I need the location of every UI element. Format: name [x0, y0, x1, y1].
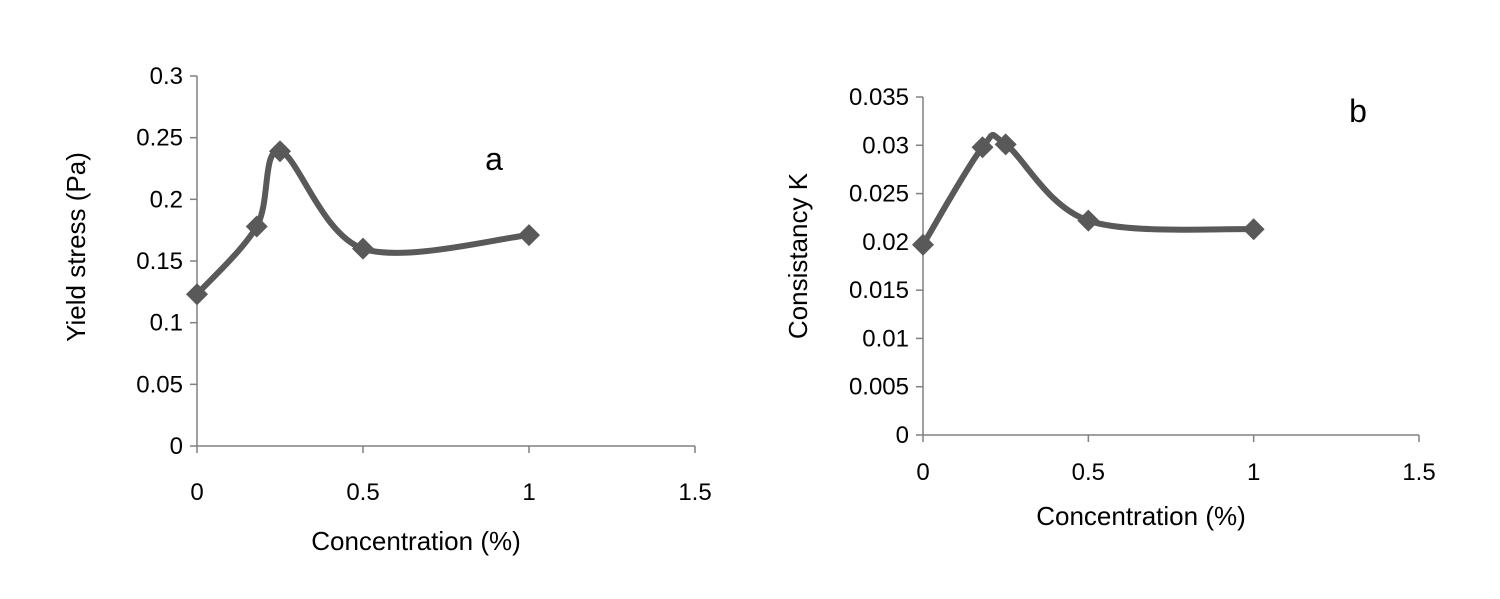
data-point-marker	[186, 283, 208, 306]
panel-label: b	[1349, 93, 1367, 129]
x-tick-label: 1	[522, 479, 535, 506]
y-tick-label: 0.015	[849, 277, 909, 304]
series-line	[920, 131, 1257, 248]
y-axis-title: Yield stress (Pa)	[61, 152, 91, 342]
data-point-marker	[1077, 209, 1100, 232]
x-tick-label: 0	[916, 459, 929, 486]
x-tick-label: 0.5	[346, 479, 379, 506]
data-point-marker	[518, 224, 540, 247]
x-axis-title: Concentration (%)	[311, 526, 521, 556]
x-tick-label: 1.5	[678, 479, 711, 506]
y-tick-label: 0.05	[136, 371, 183, 398]
x-axis-title: Concentration (%)	[1036, 501, 1246, 531]
data-point-marker	[245, 215, 268, 238]
panel-label: a	[485, 141, 503, 177]
y-tick-label: 0.25	[136, 125, 183, 152]
series-line	[194, 148, 532, 298]
y-tick-label: 0.02	[862, 229, 909, 256]
y-axis-title: Consistancy K	[783, 172, 813, 339]
y-tick-label: 0.01	[862, 325, 909, 352]
data-point-marker	[994, 133, 1017, 156]
data-point-marker	[912, 233, 934, 256]
x-tick-label: 1.5	[1402, 459, 1435, 486]
data-point-marker	[971, 136, 994, 159]
y-tick-label: 0.1	[150, 310, 183, 337]
y-tick-label: 0	[896, 422, 909, 449]
chart-panel-a: 0 0.05 0.1 0.15 0.2 0.25 0.3 0 0.5 1 1.5 Concentrat…	[61, 63, 712, 556]
y-tick-label: 0.2	[150, 186, 183, 213]
chart-panel-b: 0 0.005 0.01 0.015 0.02 0.025 0.03 0.035 0 0.5 1 1.…	[783, 84, 1436, 531]
x-tick-label: 1	[1247, 459, 1260, 486]
data-point-marker	[269, 140, 291, 163]
x-tick-label: 0.5	[1072, 459, 1105, 486]
y-tick-label: 0.15	[136, 248, 183, 275]
y-tick-label: 0.3	[150, 63, 183, 90]
y-tick-label: 0.025	[849, 181, 909, 208]
data-point-marker	[352, 237, 374, 260]
y-tick-label: 0	[170, 433, 183, 460]
data-point-marker	[1242, 218, 1265, 241]
x-tick-label: 0	[190, 479, 203, 506]
y-tick-label: 0.035	[849, 84, 909, 111]
y-tick-label: 0.03	[862, 132, 909, 159]
y-tick-label: 0.005	[849, 374, 909, 401]
